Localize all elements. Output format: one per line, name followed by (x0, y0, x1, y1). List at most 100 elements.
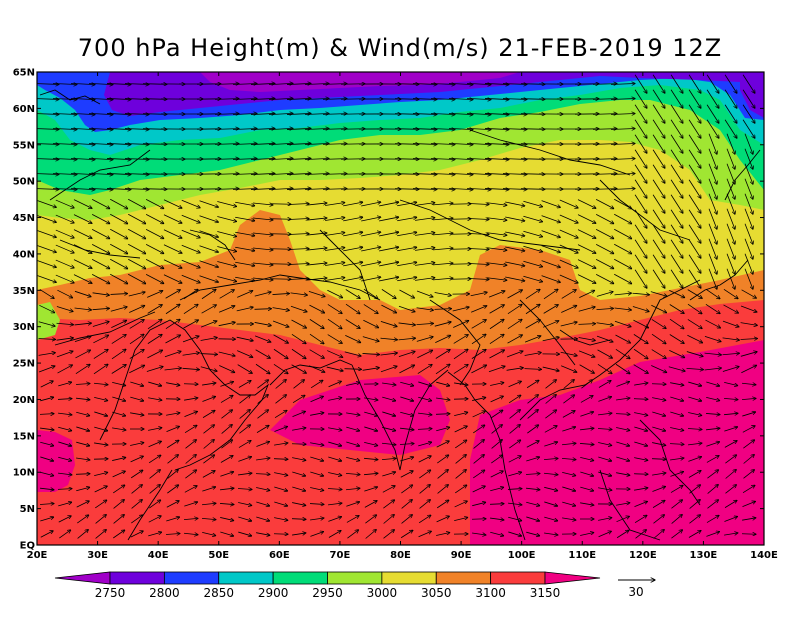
wind-arrow (182, 336, 199, 343)
wind-arrow (509, 440, 520, 449)
wind-arrow (145, 244, 164, 253)
wind-arrow (580, 457, 594, 460)
wind-arrow (326, 366, 344, 371)
colorbar-label: 2950 (312, 586, 343, 600)
wind-arrow (670, 269, 683, 289)
wind-arrow (361, 277, 381, 282)
colorbar-segment (544, 571, 601, 585)
wind-arrow (112, 396, 125, 401)
wind-arrow (433, 248, 453, 250)
wind-arrow (181, 214, 201, 223)
wind-arrow (56, 338, 74, 341)
wind-arrow (345, 289, 360, 298)
wind-arrow (670, 382, 684, 386)
wind-arrow (130, 443, 144, 446)
wind-arrow (398, 338, 416, 340)
wind-arrow (286, 173, 311, 174)
wind-arrow (380, 353, 398, 356)
wind-arrow (742, 426, 755, 433)
wind-arrow (398, 322, 416, 325)
wind-arrow (145, 274, 164, 283)
wind-arrow (616, 382, 629, 387)
wind-arrow (363, 304, 378, 313)
wind-arrow (165, 319, 180, 330)
wind-arrow (52, 128, 77, 129)
wind-arrow (273, 334, 289, 343)
wind-arrow (523, 230, 542, 237)
wind-arrow (52, 98, 77, 99)
wind-arrow (652, 209, 665, 229)
wind-arrow (88, 113, 113, 114)
wind-vectors (37, 74, 757, 539)
colorbar: 2750 2800 2850 2900 2950 3000 3050 3100 3150 (54, 571, 601, 600)
wind-arrow (250, 188, 275, 189)
wind-arrow (418, 456, 431, 463)
wind-arrow (634, 457, 648, 461)
wind-arrow (610, 114, 635, 115)
wind-arrow (435, 364, 450, 375)
height-field (37, 72, 764, 545)
wind-arrow (91, 228, 110, 238)
wind-arrow (203, 455, 214, 464)
wind-arrow (364, 411, 377, 416)
wind-arrow (598, 380, 611, 388)
wind-arrow (253, 217, 273, 220)
wind-arrow (110, 307, 127, 312)
wind-arrow (220, 456, 233, 463)
wind-arrow (307, 233, 327, 236)
wind-arrow (544, 442, 557, 447)
wind-arrow (250, 98, 275, 99)
wind-arrow (506, 351, 523, 358)
wind-arrow (725, 469, 737, 479)
wind-arrow (55, 244, 74, 253)
wind-arrow (304, 173, 329, 174)
wind-arrow (397, 217, 417, 222)
wind-arrow (286, 83, 311, 84)
wind-arrow (201, 289, 216, 300)
wind-arrow (508, 456, 521, 463)
wind-arrow (527, 395, 539, 404)
wind-arrow (200, 338, 218, 341)
wind-arrow (76, 487, 90, 492)
wind-arrow (93, 383, 108, 384)
wind-arrow (268, 113, 293, 114)
wind-arrow (523, 215, 542, 222)
wind-arrow (379, 277, 399, 282)
wind-arrow (181, 244, 201, 253)
wind-arrow (110, 294, 128, 295)
wind-arrow (268, 158, 293, 159)
wind-arrow (253, 202, 273, 205)
wind-arrow (55, 214, 74, 223)
wind-arrow (272, 307, 290, 311)
wind-arrow (560, 351, 578, 355)
wind-arrow (437, 470, 449, 479)
wind-arrow (38, 353, 56, 356)
wind-arrow (430, 128, 455, 129)
wind-arrow (688, 134, 701, 154)
wind-arrow (723, 288, 738, 298)
wind-arrow (430, 143, 455, 144)
wind-arrow (235, 276, 255, 281)
wind-arrow (163, 229, 182, 239)
wind-arrow (40, 456, 53, 461)
wind-arrow (726, 238, 735, 260)
wind-arrow (400, 471, 413, 478)
wind-arrow (541, 200, 561, 208)
wind-arrow (232, 174, 257, 175)
wind-arrow (219, 290, 235, 299)
wind-arrow (345, 473, 360, 474)
wind-arrow (651, 333, 666, 344)
wind-arrow (468, 204, 489, 205)
wind-arrow (633, 334, 648, 343)
wind-arrow (743, 440, 754, 449)
wind-arrow (74, 308, 92, 310)
wind-arrow (610, 84, 635, 85)
wind-arrow (219, 365, 234, 372)
wind-arrow (543, 321, 559, 328)
wind-arrow (148, 428, 162, 431)
wind-arrow (487, 202, 507, 205)
wind-arrow (304, 83, 329, 84)
wind-arrow (165, 335, 180, 344)
wind-arrow (255, 474, 270, 475)
wind-arrow (73, 244, 92, 254)
